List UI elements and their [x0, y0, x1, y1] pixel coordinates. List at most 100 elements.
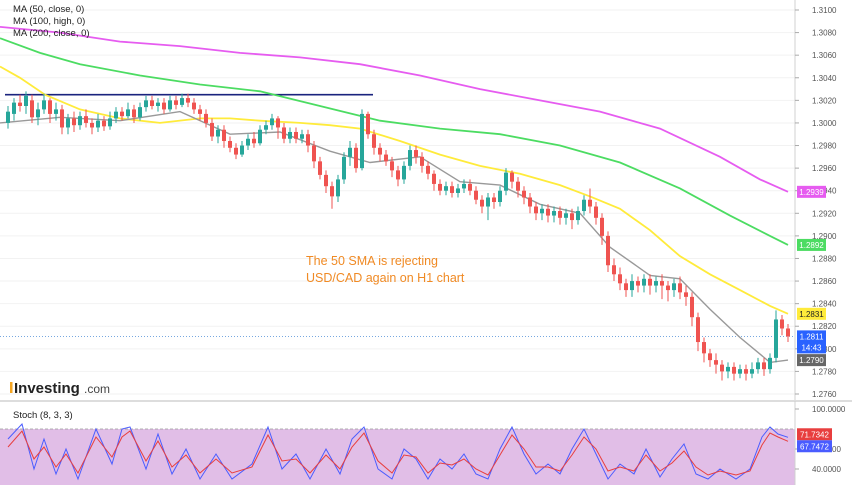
candle-body — [660, 281, 664, 286]
candle — [42, 93, 46, 114]
candle-body — [342, 156, 346, 180]
candle — [114, 107, 118, 123]
candle-body — [426, 165, 430, 174]
candle-body — [732, 366, 736, 374]
candle-body — [156, 102, 160, 106]
candle-body — [60, 109, 64, 128]
candle — [150, 95, 154, 110]
candle — [504, 168, 508, 196]
candle — [96, 113, 100, 132]
candle-body — [744, 369, 748, 374]
candle — [30, 94, 34, 123]
candle — [132, 104, 136, 123]
candle-body — [114, 111, 118, 119]
candle-body — [564, 213, 568, 218]
candle — [168, 95, 172, 112]
logo-brand: Investing — [14, 380, 80, 397]
price-tick-label: 1.2980 — [812, 142, 837, 151]
price-tick-label: 1.3040 — [812, 74, 837, 83]
candle — [708, 348, 712, 367]
candle — [258, 125, 262, 146]
candle-body — [582, 199, 586, 212]
candle-body — [510, 172, 514, 182]
stoch-signal-line — [7, 430, 789, 476]
candle — [156, 98, 160, 112]
candle — [786, 323, 790, 343]
candle — [762, 357, 766, 376]
candle — [252, 131, 256, 148]
candle — [144, 95, 148, 112]
candle — [60, 104, 64, 135]
candle-body — [474, 190, 478, 200]
candle — [312, 141, 316, 169]
candle-body — [492, 197, 496, 202]
candle — [666, 281, 670, 302]
candle-body — [762, 362, 766, 370]
candle — [732, 362, 736, 381]
candle — [222, 125, 226, 148]
moving-average-lines — [0, 26, 789, 364]
candle — [402, 161, 406, 184]
candle-body — [246, 138, 250, 146]
stoch-k-line — [7, 422, 789, 481]
candle-body — [180, 98, 184, 105]
candle-body — [192, 102, 196, 110]
candle — [444, 181, 448, 196]
candle-body — [354, 147, 358, 169]
candle-body — [606, 235, 610, 266]
candle — [738, 364, 742, 379]
stoch-badge: 67.7472 — [797, 440, 832, 453]
candle — [654, 276, 658, 293]
candle-body — [462, 183, 466, 189]
candle — [300, 129, 304, 144]
price-badge: 1.2831 — [797, 307, 826, 320]
candle — [78, 111, 82, 130]
candle-body — [468, 183, 472, 191]
candle-body — [504, 172, 508, 191]
candle — [582, 195, 586, 216]
ma100-line — [0, 37, 789, 246]
candle-body — [258, 129, 262, 144]
candle-body — [600, 217, 604, 236]
annotation-line-1: The 50 SMA is rejecting — [306, 254, 438, 268]
price-badge-label: 14:43 — [801, 343, 822, 352]
logo-domain: .com — [84, 382, 110, 396]
candle — [204, 109, 208, 128]
candle-body — [678, 283, 682, 293]
price-badge: 1.2939 — [797, 185, 826, 198]
candle — [726, 362, 730, 379]
legend-ma50: MA (50, close, 0) — [13, 4, 84, 15]
price-badge: 1.2892 — [797, 238, 826, 251]
candle — [138, 102, 142, 121]
candle — [480, 195, 484, 214]
candle — [426, 161, 430, 180]
candle-body — [696, 317, 700, 343]
candle-body — [252, 138, 256, 144]
candle-body — [204, 113, 208, 123]
candle — [570, 208, 574, 230]
ma20-line — [0, 110, 789, 364]
price-badge: 1.2811 — [797, 330, 826, 343]
candle-body — [648, 278, 652, 286]
candle-body — [150, 100, 154, 106]
candle-body — [6, 111, 10, 123]
candle — [486, 192, 490, 221]
investing-logo: Investing .com — [10, 380, 110, 397]
candle — [780, 314, 784, 336]
candle — [756, 357, 760, 374]
candle-body — [456, 188, 460, 193]
ma50-line — [0, 65, 789, 315]
candle-body — [420, 156, 424, 166]
candle — [630, 274, 634, 297]
price-badge-label: 1.2831 — [799, 310, 824, 319]
candle-body — [312, 145, 316, 162]
candle — [366, 111, 370, 139]
candle-body — [24, 95, 28, 106]
candle-body — [288, 131, 292, 139]
candle-body — [486, 197, 490, 207]
candle-body — [108, 118, 112, 127]
candle — [546, 204, 550, 223]
candle-body — [330, 186, 334, 197]
candle — [66, 113, 70, 135]
candle — [324, 170, 328, 193]
